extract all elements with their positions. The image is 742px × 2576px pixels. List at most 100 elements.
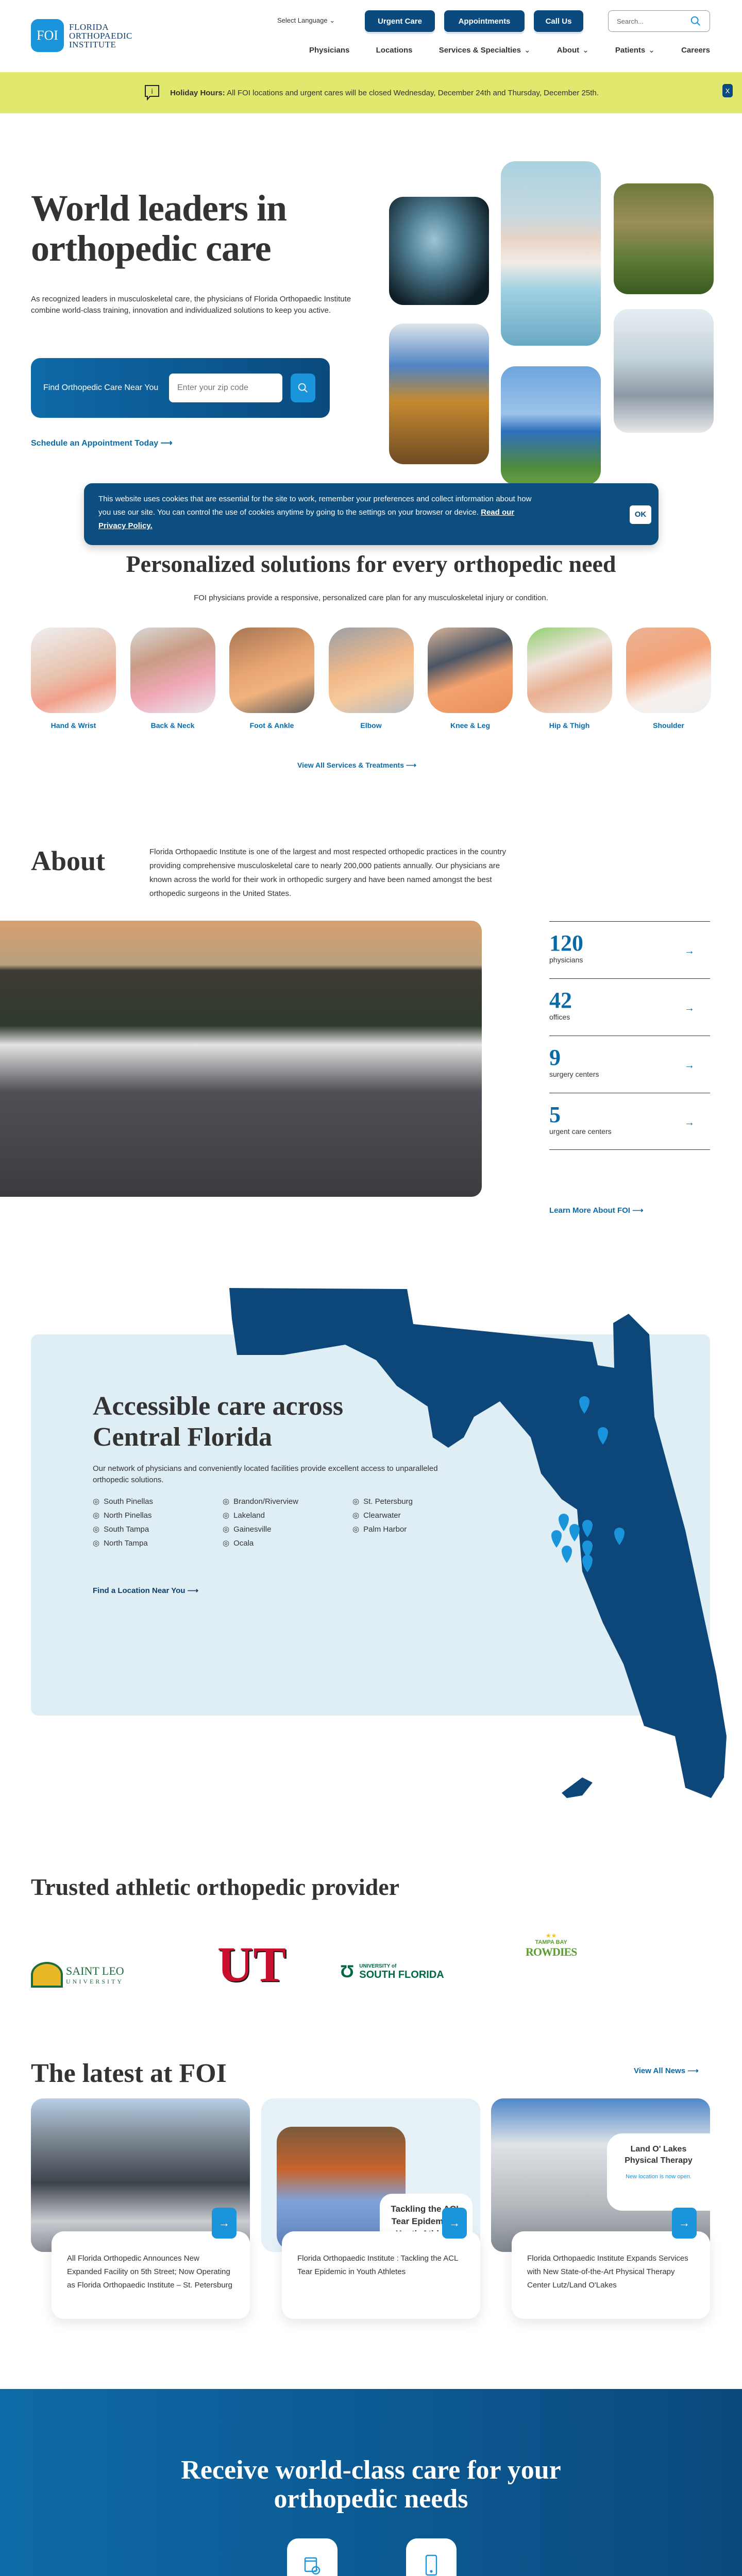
solution-image: [31, 628, 116, 713]
search-input[interactable]: Search...: [608, 10, 710, 32]
site-logo[interactable]: FOI FLORIDA ORTHOPAEDIC INSTITUTE: [31, 19, 132, 52]
location-link[interactable]: ◎ St. Petersburg: [352, 1497, 456, 1506]
location-link[interactable]: ◎ Lakeland: [223, 1511, 352, 1520]
map-pin-icon: ◎: [223, 1497, 230, 1506]
nav-locations[interactable]: Locations: [376, 45, 413, 55]
news-title: The latest at FOI: [31, 2059, 227, 2088]
solution-image: [130, 628, 215, 713]
rowdies-logo: ★★ TAMPA BAY ROWDIES: [526, 1932, 577, 1959]
cookie-notice: This website uses cookies that are essen…: [84, 483, 659, 545]
call-us-button[interactable]: Call Us: [534, 10, 583, 32]
location-link[interactable]: ◎ Clearwater: [352, 1511, 456, 1520]
solution-knee-leg[interactable]: Knee & Leg: [428, 628, 513, 730]
schedule-appointment-link[interactable]: Schedule an Appointment Today ⟶: [31, 438, 173, 448]
cookie-text: This website uses cookies that are essen…: [98, 495, 532, 517]
logo-line: ORTHOPAEDIC: [69, 30, 132, 41]
location-link[interactable]: ◎ Brandon/Riverview: [223, 1497, 352, 1506]
solution-shoulder[interactable]: Shoulder: [626, 628, 711, 730]
location-link[interactable]: ◎ South Pinellas: [93, 1497, 223, 1506]
hero-image-family: [614, 183, 714, 294]
stat-physicians[interactable]: 120 physicians →: [549, 921, 710, 978]
nav-about[interactable]: About ⌄: [557, 45, 589, 55]
partner-logos: SAINT LEO UNIVERSITY UT Ʊ UNIVERSITY of SO…: [31, 1932, 623, 1999]
solution-hand-wrist[interactable]: Hand & Wrist: [31, 628, 116, 730]
hero-image-surgeon: [501, 161, 601, 346]
close-banner-button[interactable]: X: [722, 84, 733, 97]
overlay-title: Land O' Lakes Physical Therapy: [625, 2145, 693, 2165]
solution-elbow[interactable]: Elbow: [328, 628, 414, 730]
location-label: St. Petersburg: [363, 1497, 413, 1506]
solutions-list: Hand & Wrist Back & Neck Foot & Ankle El…: [31, 628, 711, 730]
arrow-right-button[interactable]: →: [672, 2208, 697, 2239]
chevron-down-icon: ⌄: [524, 46, 531, 55]
location-link[interactable]: ◎ Gainesville: [223, 1524, 352, 1534]
zip-code-input[interactable]: [169, 374, 282, 402]
main-nav: Physicians Locations Services & Specialt…: [309, 45, 710, 55]
urgent-care-button[interactable]: Urgent Care: [365, 10, 435, 32]
language-select[interactable]: Select Language ⌄: [277, 16, 335, 25]
chevron-down-icon: ⌄: [648, 46, 655, 55]
phone-icon: [425, 2554, 437, 2576]
solution-label: Hip & Thigh: [549, 721, 590, 730]
news-card[interactable]: Land O' Lakes Physical Therapy New locat…: [491, 2098, 710, 2319]
stat-offices[interactable]: 42 offices →: [549, 978, 710, 1036]
zip-search-button[interactable]: [291, 374, 315, 402]
find-location-link[interactable]: Find a Location Near You ⟶: [93, 1586, 198, 1595]
view-all-services-link[interactable]: View All Services & Treatments ⟶: [297, 761, 416, 770]
saint-leo-logo: SAINT LEO UNIVERSITY: [31, 1962, 124, 1988]
nav-services[interactable]: Services & Specialties ⌄: [439, 45, 531, 55]
view-all-news-link[interactable]: View All News ⟶: [634, 2066, 699, 2075]
arrow-right-button[interactable]: →: [212, 2208, 237, 2239]
news-card[interactable]: Tackling the ACL Tear Epidemic in Youth …: [261, 2098, 480, 2319]
make-appointment-button[interactable]: [287, 2538, 338, 2576]
nav-careers[interactable]: Careers: [681, 45, 710, 55]
banner-text: All FOI locations and urgent cares will …: [225, 88, 599, 97]
map-pin-icon: ◎: [93, 1525, 100, 1534]
about-title: About: [31, 845, 106, 876]
map-text: Our network of physicians and convenient…: [93, 1464, 438, 1484]
cookie-ok-button[interactable]: OK: [630, 505, 651, 524]
request-call-button[interactable]: [406, 2538, 457, 2576]
link-label: Find a Location Near You: [93, 1586, 185, 1595]
solutions-subtitle: FOI physicians provide a responsive, per…: [194, 594, 548, 602]
stat-urgent-care[interactable]: 5 urgent care centers →: [549, 1093, 710, 1150]
news-image: Land O' Lakes Physical Therapy New locat…: [491, 2098, 710, 2252]
location-link[interactable]: ◎ North Tampa: [93, 1538, 223, 1548]
arrow-right-icon: ⟶: [687, 2066, 699, 2075]
hero-title: World leaders in orthopedic care: [31, 188, 287, 268]
search-icon[interactable]: [690, 15, 701, 27]
location-link[interactable]: ◎ South Tampa: [93, 1524, 223, 1534]
solution-back-neck[interactable]: Back & Neck: [130, 628, 215, 730]
solution-image: [328, 628, 414, 713]
stats-list: 120 physicians → 42 offices → 9 surgery cente…: [549, 921, 710, 1150]
nav-physicians[interactable]: Physicians: [309, 45, 349, 55]
location-link[interactable]: ◎ North Pinellas: [93, 1511, 223, 1520]
solution-image: [428, 628, 513, 713]
stat-label: urgent care centers: [549, 1127, 612, 1136]
stars-icon: ★★: [545, 1932, 557, 1939]
location-link[interactable]: ◎ Ocala: [223, 1538, 352, 1548]
solution-label: Shoulder: [653, 721, 684, 730]
stat-number: 42: [549, 988, 572, 1013]
solution-hip-thigh[interactable]: Hip & Thigh: [527, 628, 612, 730]
hero-title-line: World leaders in: [31, 188, 287, 229]
stat-surgery-centers[interactable]: 9 surgery centers →: [549, 1036, 710, 1093]
location-link[interactable]: ◎ Palm Harbor: [352, 1524, 456, 1534]
appointments-button[interactable]: Appointments: [444, 10, 525, 32]
arrow-right-icon: ⟶: [160, 439, 173, 448]
arrow-right-button[interactable]: →: [442, 2208, 467, 2239]
map-pin-icon: ◎: [223, 1511, 230, 1520]
map-pin-icon: ◎: [352, 1525, 360, 1534]
calendar-check-icon: [304, 2557, 321, 2575]
location-pins: [551, 1396, 625, 1572]
news-card[interactable]: → All Florida Orthopedic Announces New Ex…: [31, 2098, 250, 2319]
learn-more-about-link[interactable]: Learn More About FOI ⟶: [549, 1206, 644, 1215]
map-title-line: Central Florida: [93, 1422, 273, 1452]
privacy-policy-link[interactable]: Read our Privacy Policy.: [98, 508, 515, 530]
logo-text: UNIVERSITY: [66, 1977, 124, 1985]
overlay-sub: New location is now open.: [626, 2174, 692, 2180]
logo-mark: FOI: [31, 19, 64, 52]
nav-patients[interactable]: Patients ⌄: [615, 45, 655, 55]
solution-foot-ankle[interactable]: Foot & Ankle: [229, 628, 314, 730]
arrow-right-icon: →: [684, 1003, 695, 1014]
